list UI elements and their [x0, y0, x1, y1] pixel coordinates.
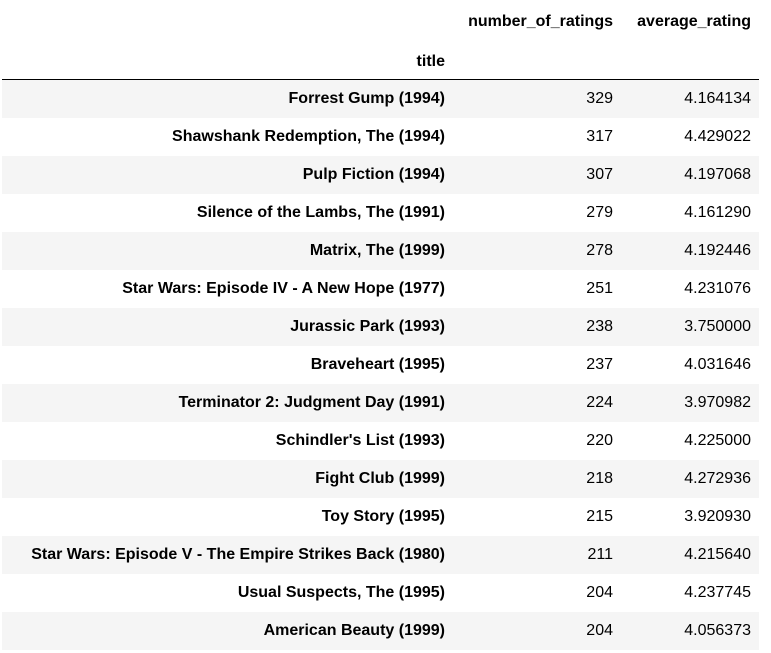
table-row: Braveheart (1995) 237 4.031646 [2, 345, 759, 384]
cell-average-rating: 4.237745 [684, 583, 751, 601]
row-title: Silence of the Lambs, The (1991) [196, 203, 445, 221]
row-title: Forrest Gump (1994) [288, 89, 445, 107]
row-title: Jurassic Park (1993) [290, 317, 445, 335]
cell-average-rating: 4.429022 [684, 127, 751, 145]
cell-average-rating: 4.215640 [684, 545, 751, 563]
index-name-header: title [2, 44, 453, 80]
row-title: Pulp Fiction (1994) [302, 165, 445, 183]
table-row: Schindler's List (1993) 220 4.225000 [2, 421, 759, 460]
column-header-row: number_of_ratings average_rating [2, 0, 759, 44]
table-row: Star Wars: Episode IV - A New Hope (1977… [2, 269, 759, 308]
table-row: Pulp Fiction (1994) 307 4.197068 [2, 155, 759, 194]
cell-average-rating: 4.031646 [684, 355, 751, 373]
table-row: American Beauty (1999) 204 4.056373 [2, 611, 759, 650]
cell-number-of-ratings: 317 [586, 127, 613, 145]
cell-number-of-ratings: 238 [586, 317, 613, 335]
cell-average-rating: 3.920930 [684, 507, 751, 525]
cell-average-rating: 4.192446 [684, 241, 751, 259]
cell-number-of-ratings: 220 [586, 431, 613, 449]
column-header-average-rating: average_rating [637, 13, 751, 30]
column-header-number-of-ratings: number_of_ratings [468, 13, 613, 30]
table-row: Jurassic Park (1993) 238 3.750000 [2, 307, 759, 346]
cell-average-rating: 3.970982 [684, 393, 751, 411]
table-row: Shawshank Redemption, The (1994) 317 4.429… [2, 117, 759, 156]
cell-average-rating: 4.161290 [684, 203, 751, 221]
row-title: Star Wars: Episode V - The Empire Strike… [31, 545, 445, 563]
cell-average-rating: 3.750000 [684, 317, 751, 335]
row-title: Toy Story (1995) [321, 507, 445, 525]
table-row: Silence of the Lambs, The (1991) 279 4.161… [2, 193, 759, 232]
dataframe-table: number_of_ratings average_rating title F… [2, 0, 759, 650]
table-row: Star Wars: Episode V - The Empire Strike… [2, 535, 759, 574]
cell-number-of-ratings: 237 [586, 355, 613, 373]
cell-average-rating: 4.272936 [684, 469, 751, 487]
row-title: Star Wars: Episode IV - A New Hope (1977… [122, 279, 445, 297]
cell-average-rating: 4.164134 [684, 89, 751, 107]
cell-number-of-ratings: 279 [586, 203, 613, 221]
blank-header-cell [453, 44, 621, 80]
cell-number-of-ratings: 211 [587, 545, 613, 563]
row-title: Matrix, The (1999) [309, 241, 445, 259]
cell-number-of-ratings: 329 [586, 89, 613, 107]
cell-number-of-ratings: 307 [586, 165, 613, 183]
table-row: Matrix, The (1999) 278 4.192446 [2, 231, 759, 270]
cell-number-of-ratings: 251 [586, 279, 613, 297]
blank-header-cell [2, 0, 453, 44]
blank-header-cell [621, 44, 759, 80]
cell-average-rating: 4.231076 [684, 279, 751, 297]
cell-number-of-ratings: 204 [586, 621, 613, 639]
row-title: Usual Suspects, The (1995) [237, 583, 445, 601]
cell-average-rating: 4.225000 [684, 431, 751, 449]
index-header-row: title [2, 44, 759, 80]
row-title: Braveheart (1995) [310, 355, 445, 373]
table-row: Fight Club (1999) 218 4.272936 [2, 459, 759, 498]
table-row: Forrest Gump (1994) 329 4.164134 [2, 79, 759, 118]
cell-number-of-ratings: 224 [586, 393, 613, 411]
cell-average-rating: 4.197068 [684, 165, 751, 183]
cell-number-of-ratings: 218 [586, 469, 613, 487]
row-title: American Beauty (1999) [263, 621, 445, 639]
table-body: Forrest Gump (1994) 329 4.164134 Shawshank … [2, 79, 759, 650]
cell-number-of-ratings: 204 [586, 583, 613, 601]
table-row: Terminator 2: Judgment Day (1991) 224 3.97… [2, 383, 759, 422]
cell-number-of-ratings: 215 [586, 507, 613, 525]
cell-average-rating: 4.056373 [684, 621, 751, 639]
table-header: number_of_ratings average_rating title [2, 0, 759, 80]
row-title: Terminator 2: Judgment Day (1991) [178, 393, 445, 411]
row-title: Shawshank Redemption, The (1994) [172, 127, 445, 145]
cell-number-of-ratings: 278 [586, 241, 613, 259]
table-row: Toy Story (1995) 215 3.920930 [2, 497, 759, 536]
row-title: Schindler's List (1993) [275, 431, 445, 449]
table-row: Usual Suspects, The (1995) 204 4.237745 [2, 573, 759, 612]
row-title: Fight Club (1999) [315, 469, 445, 487]
